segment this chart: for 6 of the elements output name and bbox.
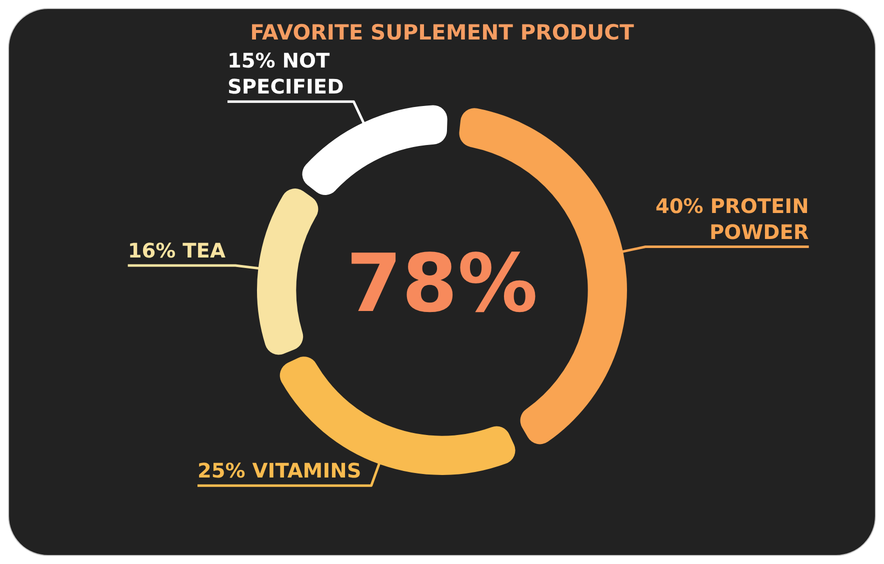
slice-label: 15% NOT SPECIFIED xyxy=(227,48,344,99)
slice-label: 25% VITAMINS xyxy=(197,458,362,483)
chart-title: FAVORITE SUPLEMENT PRODUCT xyxy=(250,20,635,44)
slice-label: 16% TEA xyxy=(128,238,226,263)
text: 78% xyxy=(346,236,538,330)
slice-label: 40% PROTEIN POWDER xyxy=(655,194,809,244)
